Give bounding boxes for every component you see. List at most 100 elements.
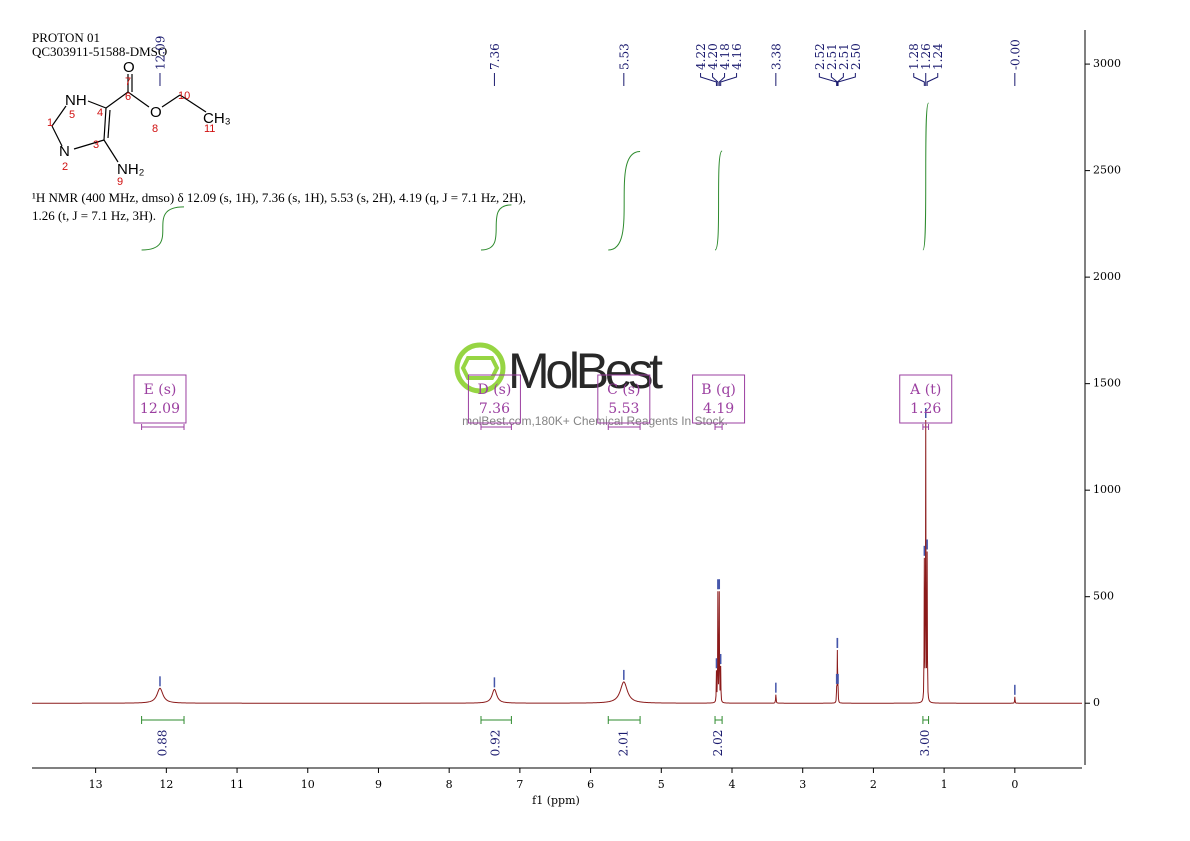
x-tick-label: 5 [658, 778, 665, 791]
integral-curve [922, 102, 930, 251]
integral-curve [480, 204, 512, 251]
sample-id: QC303911-51588-DMSO [32, 44, 167, 59]
structure-atoms: O NH O CH₃ N NH₂ [59, 59, 231, 178]
bond [105, 91, 129, 109]
integral-curve [714, 150, 723, 251]
x-tick-label: 8 [446, 778, 453, 791]
bond [51, 105, 67, 127]
logo [454, 342, 506, 394]
watermark: MolBest molBest.com,180K+ Chemical Reage… [454, 342, 728, 428]
y-tick-label: 2000 [1093, 270, 1121, 283]
bond [161, 94, 181, 108]
multiplet-box [597, 374, 651, 424]
integral-bracket [714, 716, 723, 724]
peak-connector [700, 73, 717, 86]
x-tick-label: 2 [870, 778, 877, 791]
integral-curve [608, 151, 641, 251]
multiplet-label: D (s) [478, 382, 512, 398]
peak-label: -0.00 [1008, 39, 1022, 70]
x-tick-label: 13 [89, 778, 103, 791]
peak-label: 4.20 [706, 43, 720, 70]
atom: NH [65, 92, 87, 109]
multiplet-shift: 1.26 [910, 401, 941, 417]
peak-connector [712, 73, 719, 86]
atom-number: 10 [178, 90, 190, 102]
integral-curve [141, 206, 185, 251]
bond [107, 109, 111, 139]
peak-label: 1.24 [931, 43, 945, 70]
experiment-title: PROTON 01 [32, 30, 100, 45]
bond [103, 139, 119, 163]
atom: N [59, 143, 70, 160]
x-tick-label: 0 [1011, 778, 1018, 791]
integral-label: 0.92 [489, 730, 503, 757]
peak-label: 5.53 [617, 43, 631, 70]
x-tick-label: 7 [516, 778, 523, 791]
multiplet-box [133, 374, 187, 424]
multiplet-shift: 12.09 [140, 401, 180, 417]
atom-number: 7 [125, 76, 131, 88]
integral-label: 0.88 [155, 730, 169, 757]
atom-number: 9 [117, 176, 123, 188]
brand: MolBest [508, 343, 663, 399]
atom: NH₂ [117, 161, 145, 178]
x-tick-label: 11 [230, 778, 244, 791]
peak-connector [818, 73, 838, 86]
peak-label: 1.26 [919, 43, 933, 70]
peak-label: 3.38 [769, 43, 783, 70]
multiplet-shift: 5.53 [608, 401, 639, 417]
atom-number: 8 [152, 123, 158, 135]
y-tick-label: 500 [1093, 590, 1114, 603]
peak-connector [837, 73, 856, 86]
peak-label: 4.16 [730, 43, 744, 70]
integral-bracket [141, 716, 185, 724]
x-axis-label: f1 (ppm) [532, 794, 580, 807]
multiplet-range [141, 424, 185, 430]
multiplet-shift: 7.36 [479, 401, 510, 417]
integral-bracket [922, 716, 930, 724]
bond [179, 94, 207, 113]
atom-number: 5 [69, 109, 75, 121]
spectrum [32, 420, 1082, 704]
y-tick-label: 1500 [1093, 377, 1121, 390]
peak-label: 2.51 [837, 43, 851, 70]
atom-number: 1 [47, 117, 53, 129]
atom-number: 6 [125, 91, 131, 103]
integral-bracket [607, 716, 641, 724]
x-tick-label: 10 [301, 778, 315, 791]
peak-label: 2.51 [825, 43, 839, 70]
peak-connector [836, 73, 844, 86]
bond [87, 100, 107, 109]
peak-label: 4.18 [718, 43, 732, 70]
atom-number: 4 [97, 107, 103, 119]
bond [73, 139, 105, 150]
peak-label: 4.22 [694, 43, 708, 70]
peak-label: 12.09 [153, 36, 167, 70]
multiplet-label: B (q) [701, 382, 736, 398]
multiplet-range [480, 424, 512, 430]
x-tick-label: 1 [941, 778, 948, 791]
multiplet-box [692, 374, 746, 424]
multiplet-label: C (s) [607, 382, 640, 398]
integral-label: 3.00 [918, 730, 932, 757]
peak-connector [720, 73, 738, 86]
multiplet-shift: 4.19 [703, 401, 734, 417]
x-tick-label: 12 [159, 778, 173, 791]
x-tick-label: 3 [799, 778, 806, 791]
slogan: molBest.com,180K+ Chemical Reagents In S… [462, 414, 728, 428]
atom: CH₃ [203, 110, 231, 127]
peak-label: 1.28 [907, 43, 921, 70]
y-tick-label: 1000 [1093, 483, 1121, 496]
atom-numbers: 1 2 3 4 5 6 7 8 9 10 11 [47, 76, 215, 188]
multiplet-box [467, 374, 521, 424]
multiplet-range [714, 424, 723, 430]
peak-label: 2.50 [849, 43, 863, 70]
integral-bracket [480, 716, 512, 724]
atom: O [123, 59, 135, 76]
y-tick-label: 3000 [1093, 57, 1121, 70]
bond [51, 125, 63, 147]
structure [51, 74, 207, 163]
description-line: ¹H NMR (400 MHz, dmso) δ 12.09 (s, 1H), … [32, 190, 526, 205]
